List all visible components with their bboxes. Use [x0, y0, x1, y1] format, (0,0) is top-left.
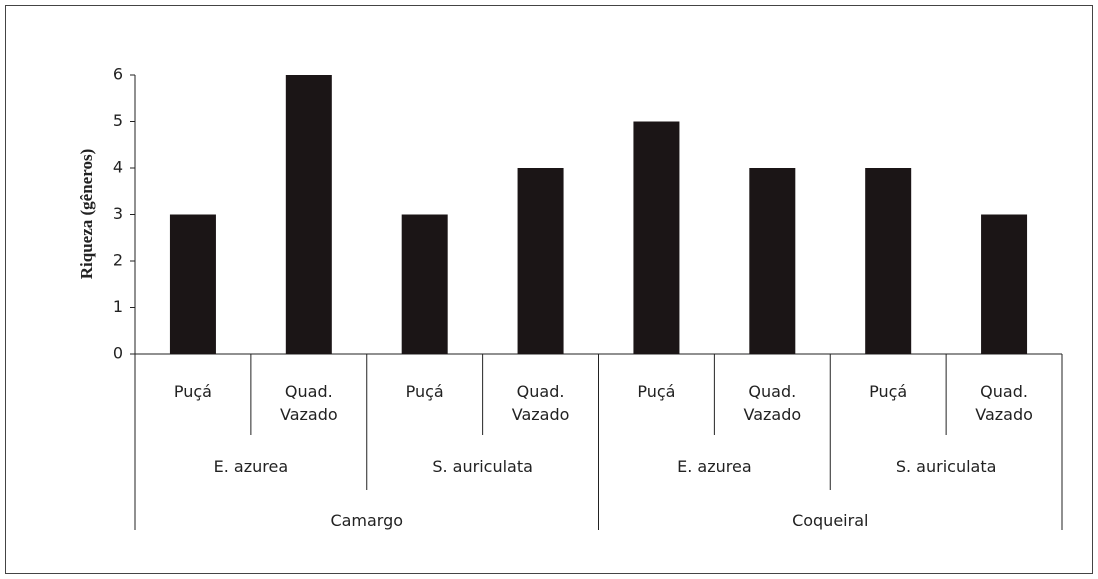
bar — [401, 214, 448, 354]
y-tick-label: 3 — [113, 204, 123, 223]
y-tick-label: 5 — [113, 111, 123, 130]
x-tick-label: Quad. Vazado — [975, 382, 1033, 424]
y-tick-label: 6 — [113, 65, 123, 84]
y-tick-label: 2 — [113, 251, 123, 270]
y-tick-label: 0 — [113, 344, 123, 363]
y-tick-label: 1 — [113, 297, 123, 316]
bar — [285, 75, 332, 354]
x-tick-label: Quad. Vazado — [279, 382, 338, 424]
group-label: S. auriculata — [895, 457, 997, 476]
bar — [633, 121, 680, 354]
group-label: Coqueiral — [792, 511, 869, 530]
x-tick-label: Puçá — [405, 382, 444, 401]
group-label: Camargo — [330, 511, 404, 530]
bar — [517, 168, 564, 354]
x-tick-label: Puçá — [869, 382, 908, 401]
x-tick-label: Puçá — [173, 382, 212, 401]
bar — [981, 214, 1028, 354]
x-tick-label: Quad. Vazado — [743, 382, 802, 424]
x-tick-label: Puçá — [637, 382, 676, 401]
y-axis-label: Riqueza (gêneros) — [77, 149, 96, 279]
group-label: E. azurea — [213, 457, 289, 476]
group-label: E. azurea — [677, 457, 752, 476]
x-tick-label: Quad. Vazado — [511, 382, 570, 424]
frame — [5, 5, 1093, 574]
bar — [169, 214, 216, 354]
bar — [865, 168, 912, 354]
group-label: S. auriculata — [432, 457, 533, 476]
bar — [749, 168, 796, 354]
y-tick-label: 4 — [113, 158, 123, 177]
